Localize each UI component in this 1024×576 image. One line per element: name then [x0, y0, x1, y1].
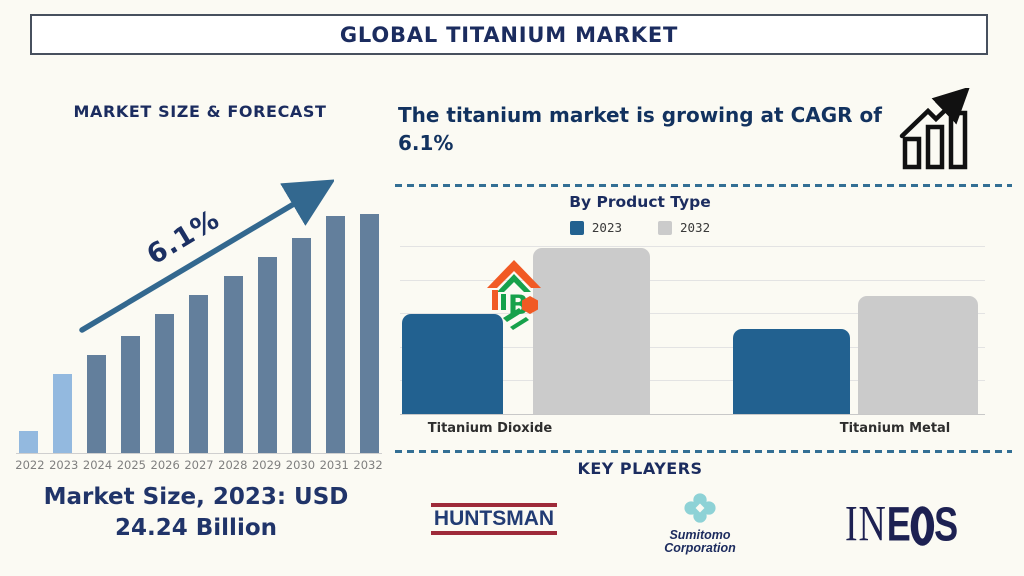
- forecast-bar-2031: [325, 216, 345, 453]
- title-banner: GLOBAL TITANIUM MARKET: [30, 14, 988, 55]
- year-label-2032: 2032: [353, 458, 383, 472]
- legend-swatch-2032: [658, 220, 672, 235]
- product-bar-titanium-dioxide-2023: [402, 314, 503, 414]
- page-title: GLOBAL TITANIUM MARKET: [339, 22, 679, 47]
- product-type-chart-title: By Product Type: [569, 193, 711, 211]
- forecast-chart-title: MARKET SIZE & FORECAST: [73, 102, 327, 121]
- category-label-titanium-metal: Titanium Metal: [839, 421, 951, 436]
- baseline-axis: [400, 414, 985, 415]
- dashed-divider-bottom: [395, 450, 1012, 453]
- year-label-2023: 2023: [49, 458, 79, 472]
- forecast-bar-2025: [121, 336, 141, 453]
- dashed-divider-top: [395, 184, 1012, 187]
- market-size-caption-line2: 24.24 Billion: [115, 515, 277, 541]
- forecast-bar-2022: [19, 431, 38, 453]
- forecast-bar-2024: [87, 355, 107, 453]
- growth-trend-arrow: [79, 179, 334, 333]
- year-label-2022: 2022: [15, 458, 45, 472]
- product-bar-titanium-dioxide-2032: [533, 248, 650, 414]
- ineos-logo: IN E S: [845, 496, 958, 554]
- market-size-caption-line1: Market Size, 2023: USD: [43, 484, 349, 510]
- year-label-2031: 2031: [319, 458, 349, 472]
- forecast-year-labels: 2022 2023 2024 2025 2026 2027 2028 2029 2030 2031…: [13, 458, 385, 472]
- key-players-title: KEY PLAYERS: [577, 459, 703, 478]
- sumitomo-logo-text-line1: Sumitomo: [669, 528, 731, 542]
- gridline: [400, 246, 985, 247]
- year-label-2025: 2025: [116, 458, 146, 472]
- forecast-bar-2026: [155, 314, 175, 453]
- legend-item-2023: 2023: [569, 220, 622, 235]
- forecast-bar-2030: [291, 238, 311, 453]
- sumitomo-logo: Sumitomo Corporation: [653, 492, 747, 555]
- gridline: [400, 280, 985, 281]
- gridline: [400, 347, 985, 348]
- huntsman-logo: HUNTSMAN: [431, 503, 557, 535]
- year-label-2027: 2027: [184, 458, 214, 472]
- product-type-legend: 2023 2032: [390, 220, 890, 235]
- year-label-2024: 2024: [82, 458, 113, 472]
- year-label-2029: 2029: [251, 458, 282, 472]
- ineos-o-glyph: [910, 506, 935, 546]
- gridline: [400, 380, 985, 381]
- year-label-2026: 2026: [150, 458, 180, 472]
- ineos-logo-text-e: E: [886, 497, 911, 551]
- year-label-2030: 2030: [285, 458, 316, 472]
- gridline: [400, 313, 985, 314]
- forecast-bar-2029: [257, 257, 277, 453]
- legend-label-2032: 2032: [680, 220, 711, 235]
- ineos-logo-text-in: IN: [845, 497, 887, 553]
- forecast-bar-chart: [19, 212, 379, 453]
- ineos-logo-text-s: S: [934, 497, 959, 551]
- huntsman-logo-bar-bottom: [431, 531, 557, 535]
- forecast-x-axis: [16, 453, 382, 454]
- market-size-caption: Market Size, 2023: USD 24.24 Billion: [18, 482, 374, 544]
- forecast-bar-2027: [189, 295, 209, 453]
- forecast-bar-2028: [223, 276, 243, 453]
- forecast-bar-2032: [359, 214, 379, 453]
- product-type-bar-chart: [400, 240, 985, 415]
- legend-label-2023: 2023: [591, 220, 622, 235]
- sumitomo-logo-text-line2: Corporation: [664, 541, 736, 555]
- category-label-titanium-dioxide: Titanium Dioxide: [427, 421, 553, 436]
- bar-chart-growth-icon: [899, 88, 970, 170]
- legend-item-2032: 2032: [658, 220, 710, 235]
- product-bar-titanium-metal-2023: [733, 329, 850, 414]
- sumitomo-igeta-icon: [684, 493, 716, 523]
- forecast-bar-2023: [53, 374, 73, 453]
- huntsman-logo-bar-top: [431, 503, 557, 507]
- legend-swatch-2023: [569, 220, 584, 235]
- cagr-headline: The titanium market is growing at CAGR o…: [398, 103, 882, 155]
- huntsman-logo-text: HUNTSMAN: [433, 507, 555, 530]
- publisher-watermark-logo: B: [487, 260, 541, 330]
- year-label-2028: 2028: [218, 458, 248, 472]
- product-bar-titanium-metal-2032: [858, 296, 978, 414]
